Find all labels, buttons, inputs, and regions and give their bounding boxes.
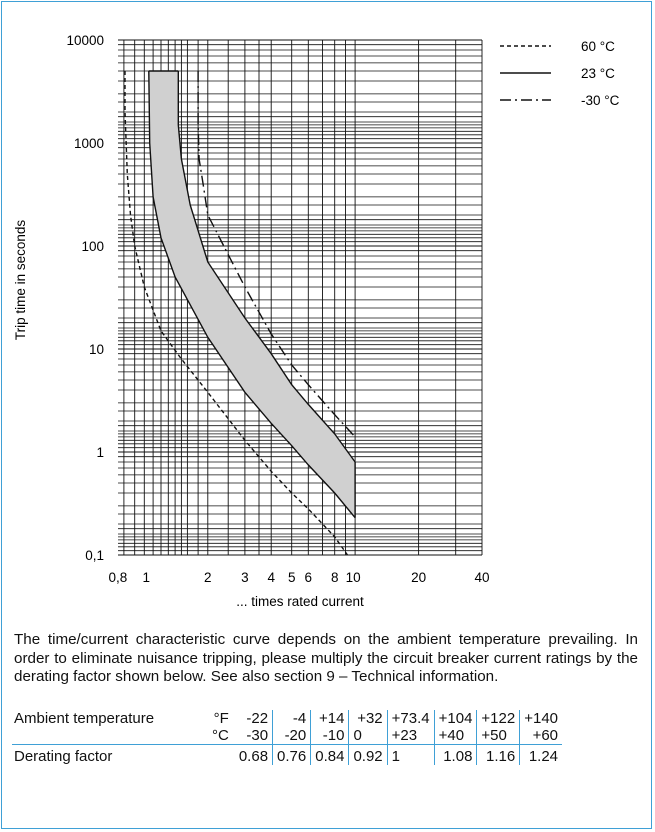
y-tick-label: 1 (96, 445, 104, 460)
temp-c-cell: -30 (246, 727, 269, 744)
unit-fahrenheit: °F (213, 710, 229, 727)
legend-label: 60 °C (581, 39, 615, 54)
temp-c-cell: 0 (348, 727, 388, 745)
derating-table: Ambient temperature °F -22 -4 +14 +32 +7… (12, 710, 563, 765)
temp-c-cell: +50 (476, 727, 520, 745)
chart-legend: 60 °C 23 °C -30 °C (500, 39, 620, 108)
y-tick-label: 100 (81, 239, 104, 254)
temp-f-cell: +14 (310, 710, 349, 727)
temp-f-cell: -22 (246, 710, 269, 727)
temp-c-cell: +23 (386, 727, 435, 745)
temp-f-cell: -4 (272, 710, 311, 727)
factor-cell: 1.16 (476, 744, 520, 765)
factor-cell: 0.76 (272, 744, 311, 765)
x-tick-label: 4 (267, 570, 275, 585)
x-tick-label: 6 (305, 570, 313, 585)
series-curve-2 (177, 71, 356, 463)
y-axis-label: Trip time in seconds (13, 220, 28, 341)
x-tick-label: 3 (241, 570, 249, 585)
derating-factor-row: Derating factor 0.68 0.76 0.84 0.92 1 1.… (12, 744, 563, 765)
x-axis-label: ... times rated current (236, 594, 364, 609)
temp-c-cell: -20 (272, 727, 311, 745)
legend-label: -30 °C (581, 93, 620, 108)
temp-f-cell: +32 (348, 710, 388, 727)
factor-label: Derating factor (12, 744, 208, 765)
temp-f-cell: +104 (433, 710, 477, 727)
x-tick-label: 1 (143, 570, 151, 585)
temp-f-cell: +122 (476, 710, 520, 727)
chart-curves (124, 70, 356, 556)
temp-c-cell: +40 (433, 727, 477, 745)
factor-cell: 1 (386, 744, 435, 765)
temp-f-cell: +140 (519, 710, 563, 727)
x-tick-label: 20 (411, 570, 426, 585)
description-text: The time/current characteristic curve de… (14, 631, 638, 686)
series-curve-3 (197, 71, 356, 438)
tolerance-band-area (148, 71, 356, 518)
chart-ticks: 0,8 1 2 3 4 5 6 8 10 20 40 0,1 1 10 100 1000 10000 (66, 33, 489, 585)
x-tick-label: 2 (204, 570, 212, 585)
tolerance-band (148, 70, 356, 518)
factor-cell: 0.92 (348, 744, 388, 765)
y-tick-label: 10000 (66, 33, 104, 48)
y-tick-label: 0,1 (85, 548, 104, 563)
temp-c-cell: +60 (519, 727, 563, 745)
y-tick-label: 1000 (74, 136, 104, 151)
temp-f-cell: +73.4 (386, 710, 435, 727)
unit-celsius: °C (212, 727, 229, 744)
y-tick-label: 10 (89, 342, 104, 357)
trip-time-chart: 0,8 1 2 3 4 5 6 8 10 20 40 0,1 1 10 100 1000 10000 ... t… (13, 33, 620, 609)
ambient-label: Ambient temperature (14, 710, 155, 727)
series-curve-1 (148, 70, 356, 519)
x-tick-label: 10 (346, 570, 361, 585)
factor-cell: 1.24 (519, 744, 563, 765)
x-tick-label: 0,8 (109, 570, 128, 585)
factor-cell: 1.08 (433, 744, 477, 765)
x-tick-label: 8 (331, 570, 339, 585)
factor-cell: 0.84 (310, 744, 349, 765)
celsius-row: °C -30 -20 -10 0 +23 +40 +50 +60 (12, 727, 563, 745)
x-tick-label: 5 (288, 570, 296, 585)
fahrenheit-row: Ambient temperature °F -22 -4 +14 +32 +7… (12, 710, 563, 727)
legend-label: 23 °C (581, 66, 615, 81)
temp-c-cell: -10 (310, 727, 349, 745)
factor-cell: 0.68 (234, 744, 273, 765)
x-tick-label: 40 (474, 570, 489, 585)
